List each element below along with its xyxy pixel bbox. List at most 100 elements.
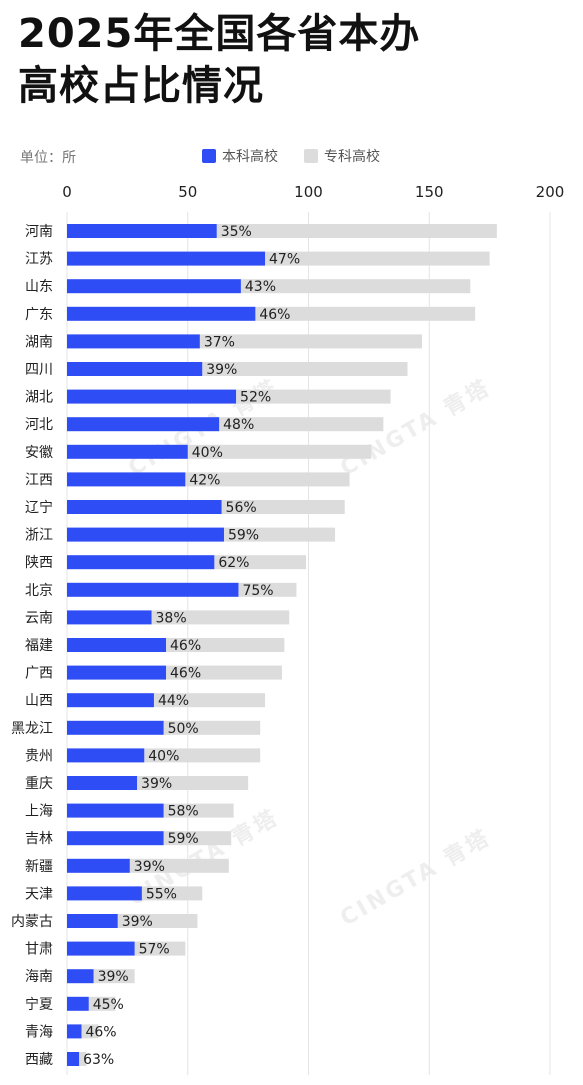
data-label: 44% (158, 693, 189, 709)
bar-undergrad (67, 444, 188, 459)
bar-undergrad (67, 638, 167, 652)
bar-undergrad (67, 1024, 82, 1039)
category-label: 上海 (25, 804, 53, 820)
category-label: 重庆 (25, 776, 53, 792)
bar-undergrad (67, 941, 135, 956)
category-label: 广西 (25, 666, 53, 682)
bar-undergrad (67, 500, 222, 514)
chart-title-line2: 高校占比情况 (18, 63, 264, 109)
unit-label: 单位：所 (20, 150, 76, 166)
category-label: 福建 (25, 638, 53, 654)
category-label: 甘肃 (25, 942, 53, 958)
bar-vocational (163, 803, 234, 818)
bar-undergrad (67, 803, 164, 818)
bar-vocational (214, 555, 307, 570)
data-label: 46% (170, 638, 201, 654)
bar-vocational (166, 665, 282, 680)
bar-vocational (141, 886, 203, 901)
data-label: 39% (141, 776, 172, 792)
bar-undergrad (67, 251, 266, 266)
category-label: 江苏 (25, 252, 53, 268)
bar-vocational (202, 362, 408, 376)
data-label: 56% (226, 500, 257, 516)
data-label: 40% (192, 445, 223, 461)
bar-vocational (144, 748, 261, 763)
bar-undergrad (67, 417, 220, 432)
bar-vocational (199, 334, 423, 349)
bar-undergrad (67, 224, 217, 238)
bar-undergrad (67, 555, 215, 570)
data-label: 39% (122, 914, 153, 930)
legend-item-vocational: 专科高校 (304, 146, 380, 166)
bar-vocational (88, 996, 116, 1011)
x-tick-label: 50 (178, 183, 197, 201)
bar-undergrad (67, 665, 167, 680)
data-label: 52% (240, 390, 271, 406)
data-label: 45% (93, 997, 124, 1013)
bar-vocational (153, 693, 266, 708)
category-label: 广东 (25, 307, 53, 323)
bar-undergrad (67, 472, 186, 487)
x-tick-label: 150 (415, 183, 444, 201)
category-label: 新疆 (25, 859, 53, 875)
bar-undergrad (67, 527, 224, 542)
data-label: 35% (221, 224, 252, 240)
data-label: 38% (156, 610, 187, 626)
bar-undergrad (67, 389, 237, 404)
bar-vocational (93, 969, 135, 984)
legend: 本科高校 专科高校 (202, 146, 406, 166)
category-label: 海南 (25, 969, 53, 985)
data-label: 39% (98, 969, 129, 985)
data-label: 58% (168, 804, 199, 820)
bar-vocational (163, 720, 261, 735)
bar-undergrad (67, 306, 256, 321)
data-label: 62% (218, 555, 249, 571)
bar-vocational (185, 472, 350, 487)
data-label: 39% (206, 362, 237, 378)
category-label: 宁夏 (25, 996, 53, 1013)
data-label: 55% (146, 886, 177, 902)
category-label: 四川 (25, 362, 53, 378)
x-tick-label: 0 (62, 183, 72, 201)
category-label: 山东 (25, 279, 53, 295)
category-label: 河北 (25, 417, 53, 433)
bar-undergrad (67, 748, 145, 763)
data-label: 46% (170, 666, 201, 682)
bar-undergrad (67, 582, 239, 597)
category-label: 西藏 (25, 1052, 53, 1068)
category-label: 江西 (25, 472, 53, 488)
category-label: 贵州 (25, 748, 53, 764)
data-label: 46% (85, 1024, 116, 1040)
bar-undergrad (67, 279, 241, 294)
bar-vocational (166, 638, 285, 652)
data-label: 39% (134, 859, 165, 875)
data-label: 59% (228, 528, 259, 544)
data-label: 50% (168, 721, 199, 737)
data-label: 43% (245, 279, 276, 295)
category-label: 辽宁 (25, 499, 53, 516)
data-label: 37% (204, 334, 235, 350)
bar-vocational (129, 858, 229, 873)
category-label: 云南 (25, 610, 53, 626)
legend-label-undergrad: 本科高校 (222, 149, 278, 165)
bar-vocational (134, 941, 186, 956)
x-tick-label: 100 (294, 183, 323, 201)
data-label: 47% (269, 252, 300, 268)
bar-undergrad (67, 334, 200, 349)
bar-vocational (255, 306, 476, 321)
data-label: 48% (223, 417, 254, 433)
category-label: 浙江 (25, 528, 53, 544)
data-label: 57% (139, 942, 170, 958)
bar-vocational (236, 389, 391, 404)
bar-undergrad (67, 969, 94, 984)
data-label: 75% (242, 583, 273, 599)
data-label: 46% (259, 307, 290, 323)
bar-undergrad (67, 610, 152, 625)
category-label: 湖北 (25, 390, 53, 406)
bar-undergrad (67, 858, 130, 873)
bar-vocational (151, 610, 290, 625)
category-label: 青海 (25, 1024, 53, 1040)
x-tick-label: 200 (536, 183, 565, 201)
bar-vocational (81, 1024, 99, 1039)
